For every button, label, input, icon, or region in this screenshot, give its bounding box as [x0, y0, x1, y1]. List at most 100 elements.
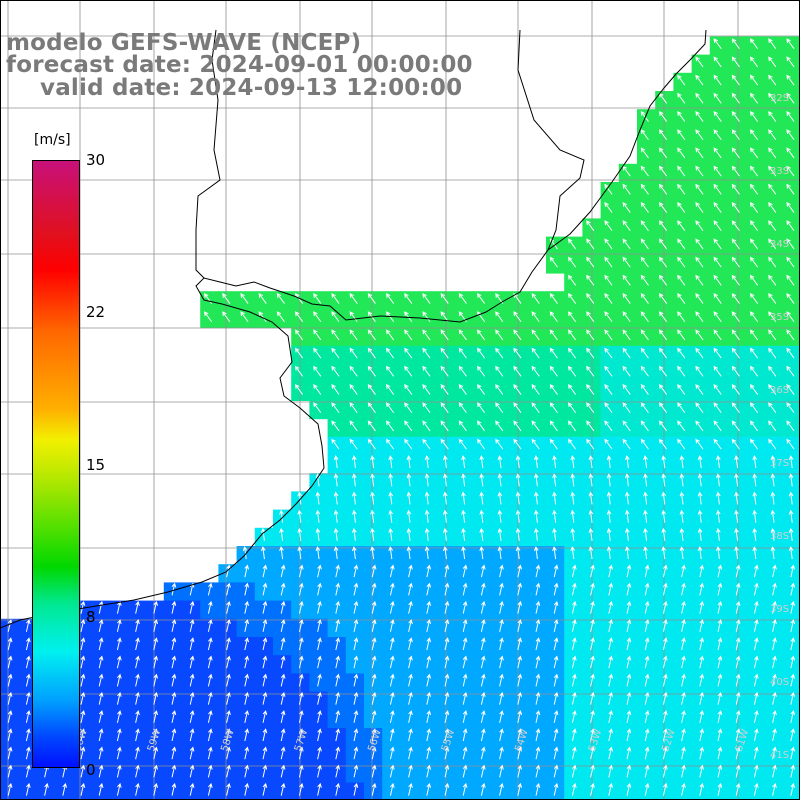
- wind-arrow: [658, 256, 668, 268]
- wind-arrow: [317, 782, 322, 796]
- wind-arrow: [517, 710, 523, 723]
- wind-arrow: [681, 691, 686, 705]
- wind-arrow: [244, 764, 250, 778]
- wind-arrow: [658, 129, 668, 141]
- wind-arrow: [586, 220, 595, 232]
- wind-arrow: [677, 438, 686, 450]
- wind-arrow: [586, 420, 595, 432]
- wind-arrow: [476, 438, 486, 450]
- wind-arrow: [389, 582, 395, 596]
- wind-arrow: [606, 509, 612, 523]
- wind-arrow: [279, 546, 284, 560]
- wind-arrow: [422, 420, 431, 432]
- lat-label: 41S: [770, 750, 789, 761]
- wind-arrow: [753, 710, 759, 723]
- wind-arrow: [658, 292, 668, 304]
- wind-arrow: [749, 147, 759, 159]
- wind-arrow: [116, 691, 122, 705]
- wind-arrow: [422, 438, 431, 450]
- wind-arrow: [571, 637, 577, 651]
- wind-arrow: [280, 673, 286, 687]
- wind-arrow: [371, 600, 377, 614]
- wind-arrow: [80, 637, 86, 651]
- wind-arrow: [531, 329, 540, 341]
- wind-arrow: [768, 292, 777, 304]
- wind-arrow: [713, 220, 722, 232]
- wind-arrow: [535, 619, 541, 632]
- wind-arrow: [715, 455, 721, 469]
- wind-arrow: [353, 691, 359, 705]
- wind-arrow: [207, 637, 213, 651]
- wind-arrow: [567, 274, 577, 286]
- wind-arrow: [553, 764, 559, 778]
- wind-arrow: [315, 491, 321, 505]
- wind-arrow: [713, 311, 722, 323]
- wind-arrow: [226, 655, 231, 669]
- wind-arrow: [588, 546, 594, 560]
- wind-arrow: [604, 347, 613, 359]
- wind-arrow: [715, 509, 721, 523]
- wind-arrow: [717, 655, 723, 669]
- wind-arrow: [731, 292, 740, 304]
- wind-arrow: [426, 673, 432, 687]
- wind-arrow: [626, 673, 632, 687]
- wind-arrow: [644, 782, 650, 796]
- wind-arrow: [570, 509, 576, 523]
- wind-arrow: [695, 165, 704, 177]
- wind-arrow: [116, 655, 122, 669]
- wind-arrow: [604, 402, 613, 414]
- wind-arrow: [549, 292, 558, 304]
- wind-arrow: [426, 600, 432, 614]
- wind-arrow: [479, 546, 485, 560]
- wind-arrow: [98, 728, 104, 742]
- wind-arrow: [517, 746, 523, 760]
- wind-arrow: [25, 673, 31, 687]
- wind-arrow: [480, 619, 486, 632]
- wind-arrow: [662, 673, 668, 687]
- wind-arrow: [333, 473, 339, 487]
- wind-arrow: [772, 746, 777, 760]
- wind-arrow: [717, 728, 723, 742]
- wind-arrow: [388, 527, 394, 541]
- wind-arrow: [479, 473, 485, 487]
- wind-arrow: [643, 509, 648, 523]
- wind-arrow: [331, 365, 340, 377]
- wind-arrow: [606, 527, 612, 541]
- wind-arrow: [658, 238, 668, 250]
- wind-arrow: [313, 383, 322, 395]
- wind-arrow: [553, 673, 559, 687]
- wind-arrow: [608, 691, 614, 705]
- wind-arrow: [480, 600, 486, 614]
- wind-arrow: [207, 728, 213, 742]
- wind-arrow: [681, 673, 686, 687]
- wind-arrow: [552, 509, 557, 523]
- wind-arrow: [643, 455, 648, 469]
- wind-arrow: [444, 728, 450, 742]
- wind-arrow: [604, 274, 613, 286]
- wind-arrow: [513, 402, 522, 414]
- wind-arrow: [171, 582, 177, 596]
- wind-arrow: [768, 238, 777, 250]
- wind-arrow: [461, 455, 466, 469]
- wind-arrow: [570, 527, 576, 541]
- wind-arrow: [731, 311, 740, 323]
- wind-arrow: [661, 455, 667, 469]
- wind-arrow: [353, 728, 359, 742]
- wind-arrow: [80, 600, 86, 614]
- wind-arrow: [404, 311, 413, 323]
- wind-arrow: [313, 329, 322, 341]
- wind-arrow: [624, 455, 630, 469]
- wind-arrow: [189, 619, 195, 632]
- wind-arrow: [244, 691, 250, 705]
- wind-arrow: [622, 329, 631, 341]
- wind-arrow: [734, 473, 739, 487]
- wind-arrow: [333, 546, 339, 560]
- wind-arrow: [171, 600, 177, 614]
- wind-arrow: [677, 220, 686, 232]
- wind-arrow: [604, 220, 613, 232]
- wind-arrow: [749, 274, 759, 286]
- wind-arrow: [349, 347, 358, 359]
- wind-arrow: [590, 619, 595, 632]
- wind-arrow: [335, 637, 341, 651]
- wind-arrow: [262, 637, 268, 651]
